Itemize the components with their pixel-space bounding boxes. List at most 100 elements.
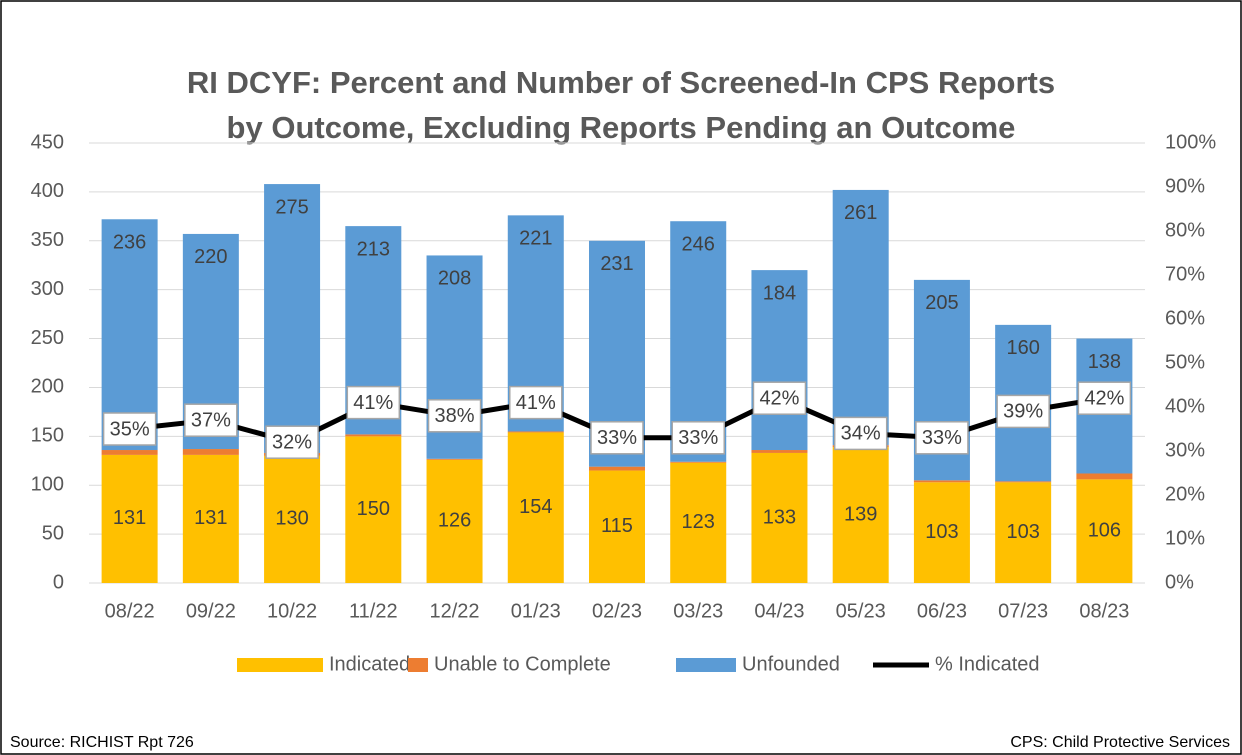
x-tick-label: 08/23 — [1079, 600, 1129, 622]
bar-segment — [832, 447, 889, 583]
bar-label: 115 — [601, 515, 633, 537]
line-label-box — [265, 425, 319, 459]
line-label: 41% — [516, 392, 556, 414]
bar-segment — [101, 450, 158, 455]
x-tick-label: 09/22 — [186, 600, 236, 622]
line-label-box — [509, 385, 563, 420]
line-label: 35% — [110, 418, 150, 440]
y-tick-label: 100 — [31, 474, 64, 496]
bar-label: 275 — [275, 196, 308, 218]
bar-segment — [751, 270, 808, 451]
x-tick-label: 07/23 — [998, 600, 1048, 622]
legend-swatch — [408, 658, 428, 672]
y-tick-label: 350 — [31, 229, 64, 251]
bar-segment — [589, 466, 645, 471]
bar-segment — [101, 219, 158, 451]
bar-segment — [345, 434, 402, 437]
bar-label: 103 — [925, 521, 958, 543]
bar-label: 130 — [275, 508, 308, 530]
y2-tick-label: 70% — [1165, 263, 1205, 285]
bar-label: 184 — [763, 282, 796, 304]
line-label: 34% — [841, 423, 881, 445]
bar-label: 126 — [438, 510, 471, 532]
bar-segment — [832, 189, 889, 446]
line-label: 42% — [1084, 387, 1124, 409]
bar-label: 138 — [1088, 351, 1121, 373]
bar-label: 221 — [519, 228, 552, 250]
y2-tick-label: 0% — [1165, 571, 1194, 593]
line-label-box — [752, 381, 807, 415]
legend-label: Unable to Complete — [434, 653, 611, 675]
line-label-box — [1077, 381, 1132, 415]
bar-segment — [182, 454, 239, 583]
line-label: 32% — [272, 431, 312, 453]
line-label: 38% — [435, 405, 475, 427]
bar-segment — [751, 450, 808, 453]
y-tick-label: 50 — [42, 522, 64, 544]
line-label-box — [996, 394, 1050, 429]
bar-segment — [507, 431, 564, 433]
chart-title: RI DCYF: Percent and Number of Screened-… — [187, 65, 1055, 100]
bar-label: 205 — [925, 292, 958, 314]
bar-label: 150 — [357, 498, 390, 520]
source: Source: RICHIST Rpt 726 — [10, 734, 194, 751]
bar-label: 261 — [844, 202, 877, 224]
bar-label: 131 — [194, 507, 227, 529]
y2-tick-label: 10% — [1165, 527, 1205, 549]
x-tick-label: 05/23 — [836, 600, 886, 622]
x-tick-label: 03/23 — [673, 600, 723, 622]
bar-label: 231 — [600, 253, 633, 275]
y2-tick-label: 20% — [1165, 483, 1205, 505]
bar-segment — [1076, 473, 1133, 480]
line-label-box — [102, 412, 157, 446]
line-label-box — [346, 385, 401, 420]
y-tick-label: 400 — [31, 180, 64, 202]
x-tick-label: 11/22 — [349, 600, 398, 622]
bar-label: 208 — [438, 268, 471, 290]
line-label-box — [184, 403, 238, 437]
y-tick-label: 200 — [31, 376, 64, 398]
line-label-box — [671, 421, 725, 455]
bar-segment — [995, 481, 1052, 483]
bar-label: 106 — [1088, 519, 1121, 541]
bar-segment — [1076, 479, 1133, 583]
y2-tick-label: 60% — [1165, 307, 1205, 329]
y2-tick-label: 80% — [1165, 219, 1205, 241]
line-label: 33% — [597, 427, 637, 449]
line-label: 41% — [353, 392, 393, 414]
line-label: 33% — [922, 427, 962, 449]
bar-label: 246 — [682, 234, 715, 256]
y2-tick-label: 30% — [1165, 439, 1205, 461]
bar-segment — [426, 459, 483, 583]
y2-tick-label: 90% — [1165, 175, 1205, 197]
legend-swatch — [676, 658, 736, 672]
x-tick-label: 12/22 — [430, 600, 480, 622]
line-label: 33% — [678, 427, 718, 449]
x-tick-label: 10/22 — [267, 600, 317, 622]
bar-label: 213 — [357, 238, 390, 260]
line-label-box — [915, 421, 969, 455]
bar-segment — [182, 449, 239, 455]
bar-label: 139 — [844, 503, 877, 525]
bar-segment — [751, 452, 808, 583]
x-tick-label: 02/23 — [592, 600, 642, 622]
line-label: 39% — [1003, 401, 1043, 423]
legend-swatch — [237, 658, 323, 672]
line-label: 37% — [191, 409, 231, 431]
y-tick-label: 300 — [31, 278, 64, 300]
bar-segment — [995, 482, 1052, 583]
bar-segment — [426, 458, 483, 460]
line-label-box — [590, 421, 644, 455]
y2-tick-label: 50% — [1165, 351, 1205, 373]
x-tick-label: 04/23 — [754, 600, 804, 622]
bar-label: 103 — [1006, 521, 1039, 543]
bar-label: 131 — [113, 507, 146, 529]
bar-segment — [345, 436, 402, 583]
bar-segment — [670, 461, 727, 463]
line-label: 42% — [759, 387, 799, 409]
bar-segment — [913, 480, 970, 483]
line-label-box — [427, 399, 482, 433]
bar-segment — [507, 432, 564, 583]
x-tick-label: 01/23 — [511, 600, 561, 622]
y2-tick-label: 40% — [1165, 395, 1205, 417]
